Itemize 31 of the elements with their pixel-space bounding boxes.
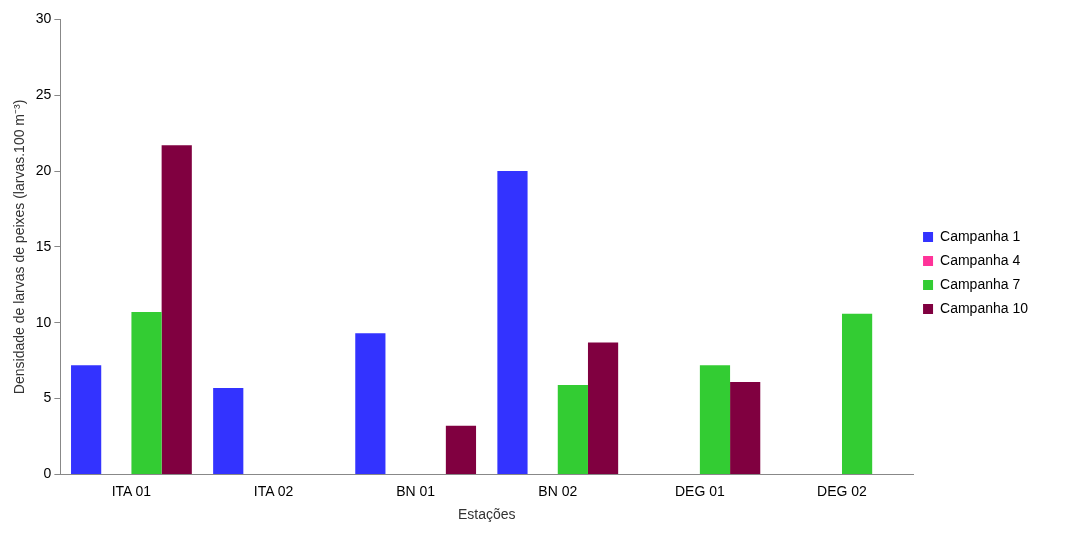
legend-label: Campanha 4 <box>940 251 1021 268</box>
bar <box>497 171 528 474</box>
x-tick-label: ITA 01 <box>111 482 152 499</box>
y-tick-label: 20 <box>35 161 52 178</box>
x-tick-label: BN 01 <box>396 482 436 499</box>
x-tick-label: DEG 01 <box>674 482 725 499</box>
x-tick-label: ITA 02 <box>253 482 294 499</box>
y-tick-label: 25 <box>35 86 52 103</box>
bar <box>355 333 386 474</box>
x-axis-title: Estações <box>457 506 516 523</box>
bar <box>71 365 102 474</box>
bar <box>730 381 761 474</box>
legend-label: Campanha 7 <box>940 275 1021 292</box>
bar <box>587 342 619 474</box>
bar <box>131 312 162 474</box>
y-tick-label: 15 <box>35 237 52 254</box>
bar <box>445 425 477 474</box>
y-tick-label: 30 <box>35 10 52 27</box>
x-tick-label: DEG 02 <box>817 482 868 499</box>
bar <box>557 384 588 474</box>
y-axis-title: Densidade de larvas de peixes (larvas.100 m⁻³) <box>11 99 28 395</box>
x-tick-label: BN 02 <box>538 482 578 499</box>
y-tick-label: 0 <box>43 465 52 482</box>
bar <box>841 313 873 474</box>
y-tick-label: 10 <box>35 313 52 330</box>
bar <box>699 365 731 474</box>
y-tick-label: 5 <box>43 389 52 406</box>
legend-label: Campanha 10 <box>940 299 1029 316</box>
bar <box>213 387 244 474</box>
bar <box>161 145 192 474</box>
legend-label: Campanha 1 <box>940 227 1021 244</box>
